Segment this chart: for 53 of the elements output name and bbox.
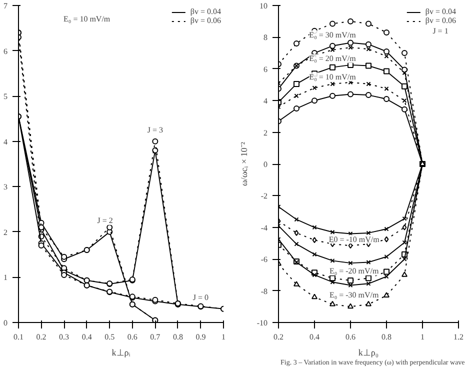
- annotation: E₀ = -30 mV/m: [329, 290, 380, 300]
- x-tick-label: 0.4: [310, 332, 320, 342]
- y-tick-label: 6: [264, 64, 268, 74]
- x-tick-label: 0.9: [196, 332, 206, 342]
- x-tick-label: 0.6: [346, 332, 356, 342]
- x-tick-label: 0.2: [274, 332, 284, 342]
- y-tick-label: 5: [4, 92, 8, 102]
- y-tick-label: 2: [4, 228, 8, 237]
- y-tick-label: 1: [4, 273, 8, 282]
- y-tick-label: -4: [260, 223, 268, 232]
- x-tick-label: 0.1: [14, 332, 24, 342]
- legend-label: βv = 0.06: [425, 16, 456, 25]
- x-tick-label: 1: [420, 332, 424, 342]
- legend-label: βv = 0.04: [190, 7, 221, 16]
- legend-label: βv = 0.06: [190, 16, 221, 25]
- x-tick-label: 0.7: [150, 332, 160, 342]
- x-tick-label: 0.5: [104, 332, 115, 342]
- y-tick-label: -2: [260, 192, 268, 201]
- y-tick-label: 6: [4, 46, 8, 56]
- y-tick-label: 10: [260, 2, 268, 10]
- x-axis-title: k⊥ρᵢ: [112, 348, 131, 358]
- x-axis-title: k⊥ρ₀: [358, 348, 379, 358]
- y-tick-label: 8: [264, 33, 268, 42]
- y-tick-label: 0: [264, 160, 268, 169]
- y-tick-label: 4: [264, 96, 268, 106]
- y-tick-label: -6: [260, 255, 268, 264]
- annotation: E0 = -10 mV/m: [328, 234, 380, 244]
- y-tick-label: -10: [256, 318, 268, 328]
- y-tick-label: 0: [4, 318, 8, 328]
- x-tick-label: 0.6: [127, 332, 138, 342]
- y-tick-label: -8: [260, 286, 268, 296]
- x-tick-label: 0.4: [82, 332, 92, 342]
- annotation: E₀ = 10 mV/m: [309, 72, 357, 82]
- y-tick-label: 4: [4, 137, 8, 146]
- annotation: J = 0: [192, 293, 209, 302]
- y-axis-title: ω/ωcᵢ × 10⁻²: [238, 142, 249, 186]
- x-tick-label: 0.3: [59, 332, 70, 342]
- annotation: J = 3: [147, 126, 163, 135]
- x-tick-label: 1: [222, 332, 226, 342]
- legend-label: βv = 0.04: [425, 7, 456, 16]
- annotation: E₀ = 20 mV/m: [309, 54, 357, 64]
- y-tick-label: 7: [4, 2, 8, 10]
- x-tick-label: 1.2: [454, 332, 464, 342]
- y-tick-label: 2: [264, 128, 268, 138]
- x-tick-label: 0.8: [382, 332, 392, 342]
- annotation: E₀ = 10 mV/m: [64, 14, 111, 24]
- annotation: E₀ = 30 mV/m: [309, 30, 357, 40]
- x-tick-label: 0.2: [36, 332, 46, 342]
- annotation: E₀ = -20 mV/m: [329, 266, 380, 276]
- annotation: J = 2: [97, 216, 113, 226]
- x-tick-label: 0.8: [172, 332, 183, 342]
- y-tick-label: 3: [4, 182, 8, 192]
- annotation: J = 1: [432, 26, 448, 36]
